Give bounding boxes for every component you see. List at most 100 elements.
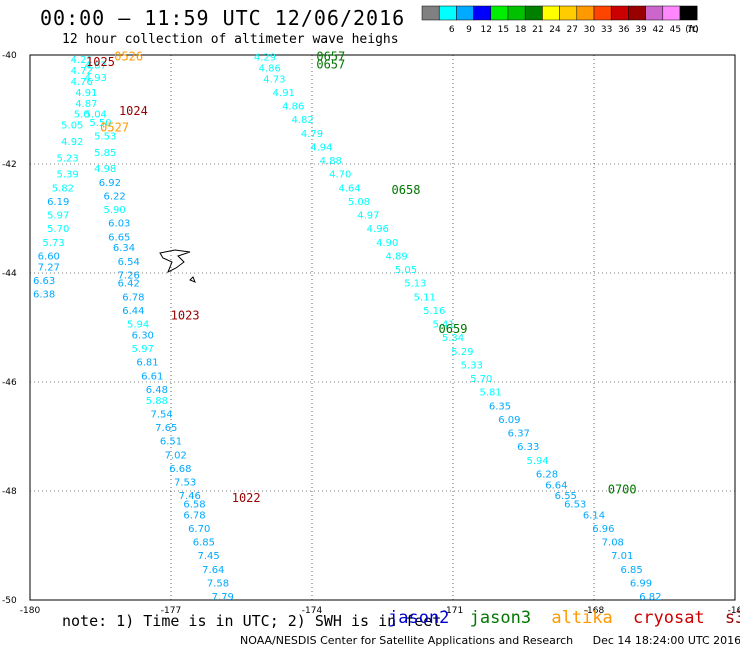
chart-title: 00:00 – 11:59 UTC 12/06/2016 [40, 6, 406, 30]
swh-value: 4.86 [259, 63, 281, 74]
swh-value: 7.79 [212, 592, 234, 603]
x-tick-label: -180 [20, 606, 41, 616]
swh-value: 5.13 [404, 279, 426, 290]
x-tick-label: -177 [161, 606, 181, 616]
swh-value: 6.30 [132, 330, 154, 341]
swh-value: 6.70 [188, 524, 210, 535]
pass-time-label: 0658 [392, 183, 421, 197]
swh-value: 4.91 [75, 88, 97, 99]
axis-ticks: -180 -177 -174 -171 -168 -16 -40 -42 -44 -46 -48 -5… [2, 51, 740, 616]
swh-value: 5.11 [414, 292, 436, 303]
swh-value: 6.61 [141, 371, 163, 382]
pass-time-label: 0526 [114, 49, 143, 63]
swh-value: 5.81 [479, 388, 501, 399]
swh-value: 6.09 [498, 415, 520, 426]
swh-value: 5.29 [451, 347, 473, 358]
swh-value: 5.50 [89, 118, 111, 129]
legend-swatch [662, 5, 681, 21]
swh-value: 6.44 [122, 306, 144, 317]
island-outline [159, 249, 196, 283]
swh-value: 5.94 [127, 320, 149, 331]
swh-value: 6.03 [108, 219, 130, 230]
y-tick-label: -40 [2, 51, 17, 61]
pass-time-label: 1022 [232, 491, 261, 505]
credit-timestamp: Dec 14 18:24:00 UTC 2016 [592, 634, 740, 647]
swh-value: 6.55 [555, 491, 577, 502]
pass-time-label: 0657 [316, 58, 345, 72]
x-tick-label: -168 [584, 606, 605, 616]
sat-altika: altika [551, 608, 613, 628]
chart-subtitle: 12 hour collection of altimeter wave hei… [62, 32, 399, 47]
swh-value: 6.51 [160, 437, 182, 448]
swh-value: 6.81 [136, 358, 158, 369]
legend-label: 9 [466, 25, 472, 35]
credit-org: NOAA/NESDIS Center for Satellite Applica… [240, 634, 574, 647]
legend-swatch [610, 5, 629, 21]
sat-jason2: jason2 [388, 608, 450, 628]
pass-time-label: 1024 [119, 104, 148, 118]
legend-label: 45 [670, 25, 681, 35]
swh-points: 4.214.724.874.764.934.914.875.05.045.05 5… [33, 52, 662, 603]
y-tick-label: -42 [2, 160, 17, 170]
swh-value: 7.26 [118, 270, 140, 281]
x-tick-label: -16 [728, 606, 740, 616]
legend-swatch [645, 5, 664, 21]
swh-value: 7.27 [38, 262, 60, 273]
swh-value: 6.37 [508, 429, 530, 440]
pass-time-label: 0659 [439, 322, 468, 336]
legend-label: 39 [635, 25, 647, 35]
swh-value: 4.93 [85, 73, 107, 84]
swh-value: 5.73 [42, 238, 64, 249]
pass-time-label: 0657 [316, 49, 345, 63]
sat-cryosat: cryosat [633, 608, 705, 628]
swh-value: 6.58 [183, 499, 205, 510]
legend-label: 27 [566, 25, 577, 35]
swh-value: 7.01 [611, 551, 633, 562]
swh-value: 6.99 [630, 578, 652, 589]
pass-time-label: 0527 [100, 120, 129, 134]
legend-swatch [490, 5, 509, 21]
swh-value: 6.53 [564, 499, 586, 510]
y-tick-label: -46 [2, 378, 17, 388]
x-tick-label: -174 [302, 606, 323, 616]
legend-swatch [542, 5, 560, 21]
x-tick-label: -171 [443, 606, 463, 616]
swh-value: 5.39 [56, 170, 78, 181]
swh-value: 4.97 [357, 211, 379, 222]
swh-value: 5.23 [56, 153, 78, 164]
swh-value: 4.73 [263, 74, 285, 85]
swh-value: 4.94 [310, 142, 332, 153]
legend-swatch [507, 5, 526, 21]
legend-swatch [576, 5, 595, 21]
swh-value: 4.96 [367, 224, 389, 235]
legend-unit: (ft) [685, 25, 699, 35]
swh-value: 6.85 [620, 565, 642, 576]
swh-value: 5.85 [94, 148, 116, 159]
swh-value: 6.48 [146, 385, 168, 396]
swh-value: 5.0 [74, 110, 90, 121]
credit-line: NOAA/NESDIS Center for Satellite Applica… [240, 634, 740, 647]
swh-value: 6.14 [583, 510, 605, 521]
swh-value: 7.65 [155, 423, 177, 434]
legend-label: 18 [515, 25, 527, 35]
swh-value: 5.97 [132, 344, 154, 355]
legend-label: 21 [532, 25, 543, 35]
swh-value: 4.86 [282, 102, 304, 113]
y-tick-label: -50 [2, 596, 17, 606]
pass-time-label: 0700 [608, 483, 637, 497]
swh-value: 5.97 [47, 211, 69, 222]
legend-swatch [524, 5, 543, 21]
legend-swatch [421, 5, 440, 21]
swh-value: 4.64 [338, 183, 360, 194]
swh-value: 7.54 [150, 409, 172, 420]
swh-value: 5.88 [146, 396, 168, 407]
swh-value: 6.28 [536, 469, 558, 480]
legend-label: 30 [584, 25, 596, 35]
swh-value: 6.78 [122, 292, 144, 303]
swh-value: 5.04 [85, 110, 107, 121]
swh-value: 4.91 [273, 88, 295, 99]
y-tick-label: -44 [2, 269, 17, 279]
swh-value: 4.88 [320, 156, 342, 167]
